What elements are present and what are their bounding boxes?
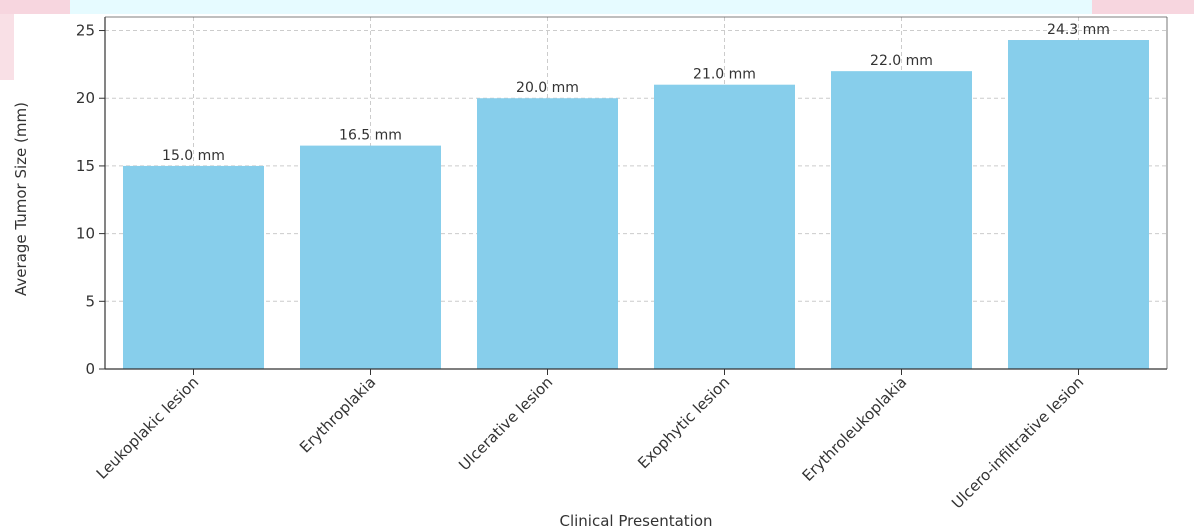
y-tick-label: 5 [85, 292, 95, 310]
data-label: 21.0 mm [693, 67, 756, 83]
y-tick-label: 0 [85, 360, 95, 378]
grid-lines [105, 17, 1167, 370]
bar [831, 71, 972, 370]
y-tick-labels: 0 5 10 15 20 25 [76, 22, 95, 378]
data-label: 16.5 mm [339, 128, 402, 144]
x-tick-label: Exophytic lesion [634, 373, 733, 472]
bar [477, 98, 618, 369]
x-tick-label: Ulcero-infiltrative lesion [948, 373, 1087, 512]
bars [123, 40, 1149, 370]
data-labels: 15.0 mm 16.5 mm 20.0 mm 21.0 mm 22.0 mm 24.3 … [162, 22, 1110, 164]
axes [99, 16, 1168, 375]
x-tick-labels: Leukoplakic lesion Erythroplakia Ulcerativ… [93, 373, 1088, 512]
bar [654, 84, 795, 369]
y-axis-title: Average Tumor Size (mm) [12, 102, 30, 296]
bar [300, 145, 441, 369]
x-tick-label: Erythroplakia [296, 373, 379, 456]
x-tick-label: Leukoplakic lesion [93, 373, 203, 483]
x-axis-title: Clinical Presentation [559, 512, 712, 529]
y-tick-label: 20 [76, 89, 95, 107]
y-tick-label: 25 [76, 22, 95, 40]
y-tick-label: 15 [76, 157, 95, 175]
x-tick-label: Ulcerative lesion [455, 373, 556, 474]
bar [1008, 40, 1149, 370]
y-tick-label: 10 [76, 225, 95, 243]
data-label: 24.3 mm [1047, 22, 1110, 38]
data-label: 20.0 mm [516, 80, 579, 96]
data-label: 22.0 mm [870, 53, 933, 69]
banner-strip [0, 0, 1194, 80]
bar [123, 165, 264, 369]
x-tick-label: Erythroleukoplakia [799, 373, 911, 485]
data-label: 15.0 mm [162, 148, 225, 164]
